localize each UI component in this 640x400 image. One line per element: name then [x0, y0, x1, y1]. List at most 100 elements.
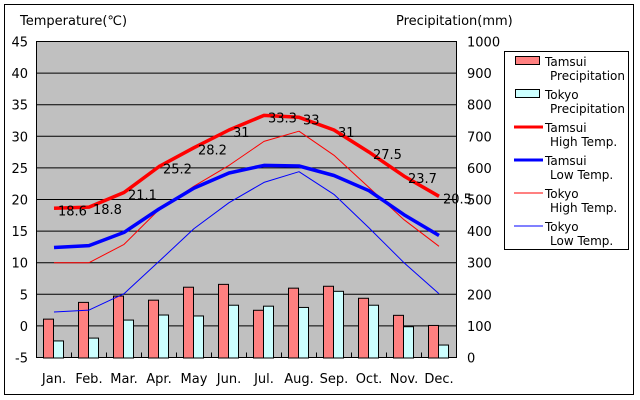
data-label: 33.3	[268, 111, 297, 126]
data-label: 27.5	[373, 148, 402, 163]
y-left-tick-label: 35	[11, 99, 28, 114]
tokyo-precipitation-bar	[193, 315, 204, 359]
tokyo-precipitation-bar	[403, 326, 414, 359]
tamsui-precipitation-bar	[218, 283, 229, 359]
legend-label: Tamsui	[544, 121, 587, 135]
x-tick-label: Jul.	[253, 372, 274, 387]
x-tick-labels: Jan. Feb. Mar. Apr. May Jun. Jul. Aug. Sep. Oct. N…	[41, 372, 454, 387]
x-tick-label: Jun.	[216, 372, 241, 387]
data-label: 33	[303, 113, 320, 128]
y-left-tick-label: 40	[11, 67, 28, 82]
tamsui-precipitation-bar	[253, 309, 264, 359]
x-tick-marks	[71, 352, 422, 358]
tokyo-low-temp-line	[53, 171, 440, 313]
y-right-tick-label: 300	[467, 257, 492, 272]
data-label: 28.2	[198, 144, 227, 159]
temperature-lines	[53, 113, 440, 313]
y-right-tick-label: 200	[467, 288, 492, 303]
legend-label: Tokyo	[544, 187, 579, 201]
y-right-tick-label: 700	[467, 130, 492, 145]
x-tick-label: Dec.	[424, 372, 453, 387]
y-right-tick-label: 500	[467, 194, 492, 209]
data-label: 31	[338, 126, 355, 141]
tamsui-precipitation-bar	[428, 324, 439, 359]
tokyo-precipitation-bar	[228, 304, 239, 359]
data-label: 18.8	[93, 203, 122, 218]
legend-label: Tokyo	[544, 220, 579, 234]
tamsui-precipitation-bar	[183, 286, 194, 359]
x-tick-label: Sep.	[320, 372, 349, 387]
x-tick-label: Feb.	[75, 372, 102, 387]
legend-swatch	[515, 89, 540, 98]
tamsui-high-data-labels: 18.6 18.8 21.1 25.2 28.2 31 33.3 33 31 27.5 23.7 20…	[58, 111, 472, 219]
tokyo-precipitation-bar	[368, 304, 379, 359]
legend-label: Tokyo	[544, 88, 579, 102]
y-left-tick-label: 15	[11, 225, 28, 240]
data-label: 25.2	[163, 163, 192, 178]
data-label: 18.6	[58, 204, 87, 219]
y-right-tick-label: 800	[467, 99, 492, 114]
legend-label: High Temp.	[550, 201, 617, 215]
tamsui-low-temp-line	[53, 163, 440, 250]
y-right-tick-label: 0	[467, 352, 475, 367]
tamsui-precipitation-bar	[113, 295, 124, 359]
tamsui-precipitation-bar	[393, 314, 404, 359]
y-right-tick-label: 1000	[467, 36, 500, 51]
y-right-tick-label: 600	[467, 162, 492, 177]
data-label: 23.7	[408, 172, 437, 187]
y-left-tick-label: 45	[11, 36, 28, 51]
data-label: 21.1	[128, 189, 157, 204]
tokyo-precipitation-bar	[88, 337, 99, 359]
tamsui-precipitation-bar	[288, 287, 299, 359]
legend: TamsuiPrecipitationTokyoPrecipitationTam…	[504, 51, 629, 250]
y-left-tick-label: 0	[20, 320, 28, 335]
legend-label: Tamsui	[544, 55, 587, 69]
tokyo-precipitation-bar	[263, 305, 274, 359]
x-tick-label: May	[181, 372, 208, 387]
tamsui-precipitation-bar	[358, 297, 369, 359]
legend-label: High Temp.	[550, 135, 617, 149]
tokyo-precipitation-bar	[123, 319, 134, 359]
legend-box	[504, 51, 629, 250]
precipitation-bars	[43, 283, 449, 359]
y-left-tick-label: 5	[20, 288, 28, 303]
y-right-tick-label: 100	[467, 320, 492, 335]
legend-label: Precipitation	[550, 69, 625, 83]
y-left-tick-label: -5	[15, 352, 28, 367]
y-left-tick-label: 10	[11, 257, 28, 272]
x-tick-label: Mar.	[110, 372, 137, 387]
y-left-tick-label: 20	[11, 194, 28, 209]
legend-swatch	[515, 56, 540, 65]
y-right-axis-title: Precipitation(mm)	[396, 14, 513, 29]
data-label: 20.5	[443, 192, 472, 207]
tamsui-precipitation-bar	[43, 318, 54, 359]
tokyo-precipitation-bar	[298, 306, 309, 359]
x-tick-label: Apr.	[146, 372, 171, 387]
y-right-tick-label: 400	[467, 225, 492, 240]
tokyo-precipitation-bar	[53, 340, 64, 359]
y-left-tick-label: 30	[11, 130, 28, 145]
tamsui-precipitation-bar	[323, 285, 334, 359]
tamsui-precipitation-bar	[78, 301, 89, 359]
tokyo-precipitation-bar	[333, 290, 344, 359]
legend-label: Low Temp.	[550, 168, 613, 182]
x-tick-label: Jan.	[41, 372, 66, 387]
y-left-axis-title: Temperature(℃)	[19, 14, 127, 29]
tamsui-high-temp-line	[53, 113, 440, 211]
x-tick-label: Aug.	[284, 372, 314, 387]
tokyo-precipitation-bar	[158, 314, 169, 359]
y-left-tick-labels: 45 40 35 30 25 20 15 10 5 0 -5	[11, 36, 28, 367]
x-tick-label: Oct.	[356, 372, 383, 387]
legend-items: TamsuiPrecipitationTokyoPrecipitationTam…	[514, 55, 625, 248]
legend-label: Low Temp.	[550, 234, 613, 248]
x-tick-label: Nov.	[390, 372, 419, 387]
tamsui-precipitation-bar	[148, 299, 159, 359]
y-left-tick-label: 25	[11, 162, 28, 177]
data-label: 31	[233, 126, 250, 141]
y-right-tick-label: 900	[467, 67, 492, 82]
tokyo-precipitation-bar	[438, 344, 449, 359]
legend-label: Precipitation	[550, 102, 625, 116]
legend-label: Tamsui	[544, 154, 587, 168]
